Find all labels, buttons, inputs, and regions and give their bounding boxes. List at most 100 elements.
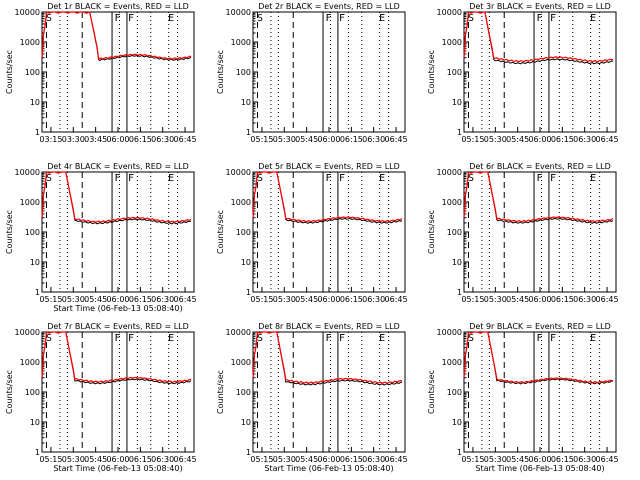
panel-title: Det 5r BLACK = Events, RED = LLD — [258, 162, 400, 171]
x-tick-label: 06:15 — [551, 135, 574, 144]
y-tick-label: 10 — [30, 418, 40, 427]
x-tick-label: 05:30 — [484, 295, 507, 304]
marker-e: E — [168, 13, 174, 24]
y-tick-label: 1000 — [20, 358, 40, 367]
plot-frame — [463, 171, 617, 293]
y-axis-label: Counts/sec — [5, 50, 14, 94]
y-tick-label: 10 — [452, 98, 462, 107]
x-tick-label: 06:00 — [317, 295, 340, 304]
marker-f: F — [128, 173, 134, 184]
x-tick-label: 05:15 — [250, 455, 273, 464]
x-tick-label: 06:00 — [106, 455, 129, 464]
x-tick-label: 05:30 — [62, 455, 85, 464]
lld-series-line — [252, 331, 403, 384]
x-axis-label: Start Time (06-Feb-13 05:08:40) — [264, 464, 393, 473]
x-tick-label: 05:45 — [295, 135, 318, 144]
y-tick-label: 1 — [35, 288, 40, 297]
marker-e: E — [168, 333, 174, 344]
marker-e: E — [168, 173, 174, 184]
marker-s: S — [46, 13, 52, 24]
panel-det-1: Det 1r BLACK = Events, RED = LLD 1 10 100 10… — [5, 2, 197, 144]
x-tick-label: 06:45 — [596, 455, 619, 464]
y-tick-label: 1 — [457, 288, 462, 297]
panel-det-7: Det 7r BLACK = Events, RED = LLD 1 10 100 10… — [5, 322, 197, 473]
marker-f: F — [326, 13, 332, 24]
x-tick-label: 06:30 — [573, 135, 596, 144]
y-axis-label: Counts/sec — [427, 210, 436, 254]
y-tick-label: 10 — [30, 98, 40, 107]
marker-s: S — [257, 333, 263, 344]
panel-det-2: Det 2r BLACK = Events, RED = LLD 1 10 100 10… — [216, 2, 408, 144]
plot-frame — [252, 11, 406, 133]
y-tick-label: 100 — [447, 388, 462, 397]
marker-f: F — [550, 333, 556, 344]
x-tick-label: 05:45 — [506, 135, 529, 144]
y-tick-label: 10 — [241, 258, 251, 267]
x-tick-label: 05:30 — [273, 295, 296, 304]
marker-f: F — [550, 173, 556, 184]
plot-frame — [41, 331, 195, 453]
x-tick-label: 05:15 — [250, 295, 273, 304]
x-tick-label: 05:30 — [484, 455, 507, 464]
x-tick-label: 06:30 — [573, 295, 596, 304]
lld-series-line — [41, 171, 192, 223]
x-tick-label: 06:30 — [151, 455, 174, 464]
y-tick-label: 1000 — [20, 38, 40, 47]
plot-frame — [41, 171, 195, 293]
y-tick-label: 1 — [246, 448, 251, 457]
x-tick-label: 05:45 — [506, 295, 529, 304]
x-tick-label: 06:45 — [174, 135, 197, 144]
y-tick-label: 10000 — [15, 8, 40, 17]
panel-title: Det 1r BLACK = Events, RED = LLD — [47, 2, 189, 11]
y-tick-label: 100 — [236, 228, 251, 237]
y-tick-label: 1000 — [231, 198, 251, 207]
x-tick-label: 06:00 — [528, 135, 551, 144]
panel-det-8: Det 8r BLACK = Events, RED = LLD 1 10 100 10… — [216, 322, 408, 473]
x-tick-label: 05:45 — [84, 295, 107, 304]
y-tick-label: 1000 — [442, 38, 462, 47]
marker-f: F — [326, 333, 332, 344]
y-tick-label: 100 — [447, 68, 462, 77]
marker-e: E — [379, 333, 385, 344]
y-tick-label: 1 — [35, 128, 40, 137]
plot-frame — [463, 331, 617, 453]
x-tick-label: 05:15 — [461, 295, 484, 304]
panel-det-3: Det 3r BLACK = Events, RED = LLD 1 10 100 10… — [427, 2, 619, 144]
x-tick-label: 06:45 — [596, 295, 619, 304]
panel-det-4: Det 4r BLACK = Events, RED = LLD 1 10 100 10… — [5, 162, 197, 313]
x-tick-label: 06:30 — [362, 455, 385, 464]
x-tick-label: 05:15 — [39, 455, 62, 464]
panel-det-5: Det 5r BLACK = Events, RED = LLD 1 10 100 10… — [216, 162, 408, 304]
marker-e: E — [590, 333, 596, 344]
marker-f: F — [128, 13, 134, 24]
y-tick-label: 100 — [236, 388, 251, 397]
x-tick-label: 06:45 — [174, 455, 197, 464]
x-tick-label: 06:15 — [340, 135, 363, 144]
x-tick-label: 03:30 — [62, 135, 85, 144]
panel-title: Det 3r BLACK = Events, RED = LLD — [469, 2, 611, 11]
y-tick-label: 1000 — [231, 38, 251, 47]
x-tick-label: 06:30 — [362, 295, 385, 304]
y-tick-label: 10000 — [437, 8, 462, 17]
y-tick-label: 100 — [447, 228, 462, 237]
y-tick-label: 10000 — [226, 168, 251, 177]
x-tick-label: 06:15 — [129, 455, 152, 464]
x-tick-label: 06:00 — [528, 295, 551, 304]
x-tick-label: 05:30 — [273, 135, 296, 144]
marker-e: E — [590, 13, 596, 24]
lld-series-line — [463, 171, 614, 223]
x-tick-label: 06:45 — [385, 455, 408, 464]
y-tick-label: 1 — [35, 448, 40, 457]
x-tick-label: 06:00 — [106, 135, 129, 144]
lld-series-line — [41, 11, 192, 61]
marker-f: F — [339, 13, 345, 24]
x-tick-label: 06:15 — [340, 295, 363, 304]
y-axis-label: Counts/sec — [5, 210, 14, 254]
x-tick-label: 05:45 — [295, 295, 318, 304]
lld-series-line — [463, 331, 614, 384]
lld-series-line — [463, 11, 614, 63]
y-tick-label: 10000 — [15, 328, 40, 337]
marker-s: S — [46, 173, 52, 184]
y-tick-label: 10000 — [437, 328, 462, 337]
x-tick-label: 06:45 — [385, 295, 408, 304]
